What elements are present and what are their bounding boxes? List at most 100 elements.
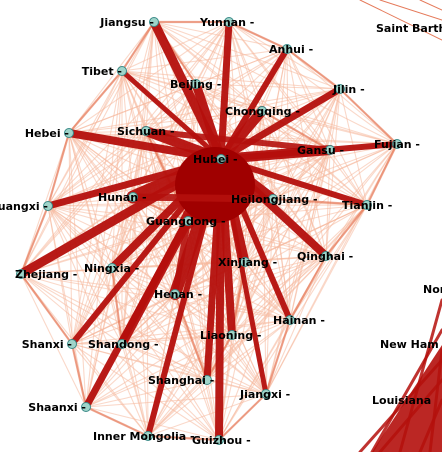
graph-node-inner-mongolia[interactable] — [143, 431, 153, 441]
graph-edge — [218, 198, 274, 441]
node-label-guizhou: Guizhou - — [192, 434, 251, 447]
graph-node-sichuan[interactable] — [141, 126, 151, 136]
graph-node-henan[interactable] — [170, 289, 180, 299]
graph-node-heilongjiang[interactable] — [268, 194, 278, 204]
graph-edge — [68, 110, 263, 134]
graph-node-xinjiang[interactable] — [240, 257, 250, 267]
node-label-louisiana: Louisiana — [372, 394, 431, 407]
node-label-tianjin: Tianjin - — [342, 199, 392, 212]
node-label-shanxi: Shanxi - — [22, 338, 72, 351]
node-label-beijing: Beijing - — [170, 78, 221, 91]
graph-edge — [71, 334, 233, 345]
graph-edge — [231, 319, 291, 336]
graph-edge — [379, 0, 442, 21]
node-label-jilin: Jilin - — [332, 83, 365, 96]
graph-edge — [261, 110, 398, 145]
graph-edge — [71, 343, 220, 441]
graph-node-hainan[interactable] — [285, 315, 295, 325]
node-label-ningxia: Ningxia - — [84, 262, 139, 275]
graph-node-guizhou[interactable] — [214, 435, 224, 445]
node-label-jiangxi: Jiangxi - — [239, 388, 290, 401]
graph-edge — [146, 434, 221, 442]
graph-edge — [265, 204, 368, 395]
graph-edge — [419, 0, 442, 11]
node-label-nor: Nor — [423, 283, 442, 296]
graph-node-guangxi[interactable] — [43, 201, 53, 211]
graph-edge — [20, 273, 87, 408]
graph-edge — [121, 343, 149, 437]
graph-node-hubei[interactable] — [216, 154, 226, 164]
graph-node-tibet[interactable] — [117, 66, 127, 76]
graph-edge — [121, 70, 134, 198]
graph-edge — [365, 142, 399, 207]
graph-edge — [228, 21, 398, 145]
node-label-shaanxi: Shaanxi - — [28, 401, 86, 414]
graph-edge — [110, 266, 124, 346]
graph-node-shandong[interactable] — [117, 339, 127, 349]
graph-edge — [68, 21, 155, 134]
graph-node-liaoning[interactable] — [227, 330, 237, 340]
node-label-zhejiang: Zhejiang - — [15, 268, 77, 281]
graph-edge — [206, 204, 368, 381]
hub-edge — [191, 79, 226, 164]
graph-edge — [71, 130, 147, 345]
graph-edge — [285, 47, 342, 91]
graph-edge — [47, 21, 230, 207]
graph-node-guangdong[interactable] — [183, 216, 193, 226]
graph-edge — [71, 343, 149, 437]
graph-node-anhui[interactable] — [282, 44, 292, 54]
graph-node-shanxi[interactable] — [67, 339, 77, 349]
graph-node-jiangsu[interactable] — [149, 17, 159, 27]
node-label-saint-barth: Saint Barth — [376, 22, 442, 35]
graph-node-fujian[interactable] — [392, 139, 402, 149]
graph-edge — [260, 109, 332, 152]
graph-edge — [265, 198, 274, 395]
graph-edge — [20, 273, 149, 437]
graph-node-tianjin[interactable] — [362, 200, 372, 210]
graph-edge — [264, 318, 292, 396]
node-label-shanghai: Shanghai - — [148, 374, 214, 387]
graph-edge — [286, 48, 331, 151]
graph-edge — [121, 21, 230, 72]
hub-edge — [119, 68, 224, 162]
graph-node-chongqing[interactable] — [257, 106, 267, 116]
graph-edge — [206, 261, 246, 381]
graph-edge — [19, 204, 50, 276]
graph-edge — [121, 130, 147, 345]
graph-node-beijing[interactable] — [191, 79, 201, 89]
graph-edge — [20, 273, 123, 345]
graph-node-jiangxi[interactable] — [261, 389, 271, 399]
graph-edge — [289, 149, 331, 321]
hub-edge — [129, 193, 277, 203]
node-label-chongqing: Chongqing - — [225, 105, 300, 118]
graph-edge — [71, 196, 134, 345]
node-label-tibet: Tibet - — [82, 65, 122, 78]
graph-edge — [147, 393, 267, 437]
graph-node-yunnan[interactable] — [224, 17, 234, 27]
graph-edge — [147, 379, 208, 437]
graph-node-hunan[interactable] — [128, 192, 138, 202]
graph-edge — [231, 204, 368, 336]
graph-edge — [271, 197, 369, 207]
right-cluster-wedge — [372, 345, 442, 452]
graph-edge — [218, 149, 331, 441]
graph-node-shaanxi[interactable] — [81, 402, 91, 412]
graph-edge — [111, 267, 220, 441]
node-label-guangxi: Guangxi - — [0, 200, 48, 213]
node-label-xinjiang: Xinjiang - — [218, 256, 277, 269]
graph-node-qinghai[interactable] — [321, 251, 331, 261]
node-label-gansu: Gansu - — [297, 144, 344, 157]
graph-node-zhejiang[interactable] — [16, 269, 26, 279]
graph-node-gansu[interactable] — [325, 145, 335, 155]
graph-edge — [121, 70, 341, 90]
graph-node-hebei[interactable] — [64, 128, 74, 138]
node-label-hunan: Hunan - — [98, 191, 147, 204]
graph-edge — [71, 293, 176, 345]
graph-edge — [244, 198, 274, 263]
graph-node-jilin[interactable] — [335, 84, 345, 94]
graph-node-ningxia[interactable] — [107, 263, 117, 273]
graph-edge — [288, 254, 328, 322]
graph-node-shanghai[interactable] — [202, 375, 212, 385]
node-label-hebei: Hebei - — [25, 127, 69, 140]
graph-edge — [244, 261, 291, 321]
